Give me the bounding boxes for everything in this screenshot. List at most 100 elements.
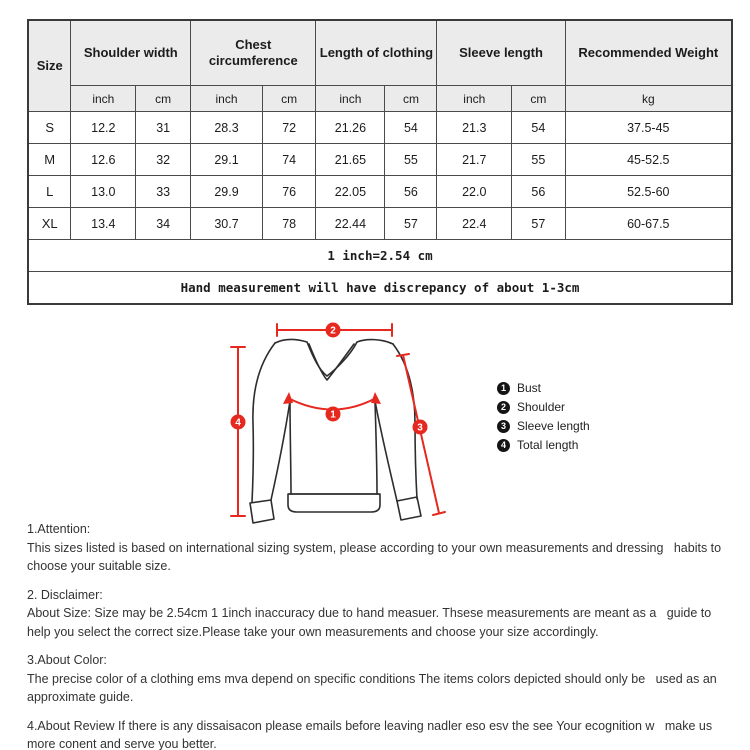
measurement-cell: 56 <box>384 175 438 208</box>
total-length-marker-circle <box>230 414 246 430</box>
measurement-cell: 21.7 <box>436 143 513 176</box>
legend-number-icon: 3 <box>497 419 510 433</box>
size-cell: L <box>27 175 72 208</box>
legend-label: Sleeve length <box>517 419 590 433</box>
measurement-cell: 57 <box>511 207 566 240</box>
sweater-diagram-svg: 2 4 3 1 <box>230 322 446 524</box>
col-header-recommended-weight: Recommended Weight <box>564 19 733 86</box>
measurement-cell: 45-52.5 <box>564 143 733 176</box>
measurement-cell: 74 <box>261 143 317 176</box>
legend-item: 3 Sleeve length <box>497 419 590 433</box>
measurement-cell: 78 <box>261 207 317 240</box>
measurement-cell: 54 <box>384 111 438 144</box>
section-heading: 1.Attention: <box>27 522 91 536</box>
legend-number-icon: 4 <box>497 438 510 452</box>
unit-cell: kg <box>564 85 733 112</box>
legend-number-icon: 2 <box>497 400 510 414</box>
total-length-marker-number: 4 <box>235 418 241 429</box>
measurement-cell: 22.44 <box>315 207 386 240</box>
legend-label: Total length <box>517 438 579 452</box>
sweater-outline <box>249 338 422 524</box>
measurement-cell: 34 <box>135 207 192 240</box>
table-note-row: 1 inch=2.54 cm <box>27 239 733 272</box>
measurement-cell: 28.3 <box>190 111 263 144</box>
measurement-cell: 32 <box>135 143 192 176</box>
measurement-diagram: 2 4 3 1 <box>0 313 750 538</box>
table-unit-row: inch cm inch cm inch cm inch cm kg <box>28 85 733 112</box>
measurement-cell: 76 <box>261 175 317 208</box>
info-section: 4.About Review If there is any dissaisac… <box>27 717 734 750</box>
bust-arrowheads <box>283 392 381 404</box>
unit-cell: inch <box>190 85 263 112</box>
unit-cell: cm <box>511 85 566 112</box>
unit-cell: inch <box>70 85 137 112</box>
size-cell: S <box>27 111 72 144</box>
bust-marker-number: 1 <box>330 410 336 421</box>
unit-cell: inch <box>315 85 386 112</box>
section-body: The precise color of a clothing ems mva … <box>27 671 721 705</box>
dimension-markers: 2 4 3 1 <box>230 322 428 435</box>
measurement-cell: 31 <box>135 111 192 144</box>
section-body: About Size: Size may be 2.54cm 1 1inch i… <box>27 606 715 639</box>
measurement-cell: 29.1 <box>190 143 263 176</box>
legend-item: 4 Total length <box>497 438 590 452</box>
size-table-row: L 13.0 33 29.9 76 22.05 56 22.0 56 52.5-60 <box>27 175 733 208</box>
legend-item: 1 Bust <box>497 381 590 395</box>
measurement-cell: 13.0 <box>70 175 137 208</box>
dimension-lines <box>230 323 446 517</box>
measurement-cell: 55 <box>511 143 566 176</box>
table-note-row: Hand measurement will have discrepancy o… <box>27 271 733 305</box>
unit-cell: cm <box>135 85 192 112</box>
measurement-cell: 21.3 <box>436 111 513 144</box>
col-header-shoulder-width: Shoulder width <box>70 19 192 86</box>
legend-item: 2 Shoulder <box>497 400 590 414</box>
unit-cell: inch <box>436 85 513 112</box>
sleeve-marker-number: 3 <box>417 423 423 434</box>
measurement-cell: 60-67.5 <box>564 207 733 240</box>
measurement-cell: 21.26 <box>315 111 386 144</box>
section-heading: 2. Disclaimer: <box>27 587 103 602</box>
measurement-cell: 12.2 <box>70 111 137 144</box>
measurement-cell: 57 <box>384 207 438 240</box>
total-length-line <box>230 346 246 517</box>
measurement-cell: 22.4 <box>436 207 513 240</box>
inch-conversion-note: 1 inch=2.54 cm <box>27 239 733 272</box>
measurement-cell: 29.9 <box>190 175 263 208</box>
shoulder-marker-number: 2 <box>330 326 336 337</box>
measurement-cell: 55 <box>384 143 438 176</box>
info-section: 1.Attention: This sizes listed is based o… <box>27 520 734 576</box>
section-body: 4.About Review If there is any dissaisac… <box>27 718 716 750</box>
info-sections: 1.Attention: This sizes listed is based o… <box>27 520 734 750</box>
measurement-cell: 56 <box>511 175 566 208</box>
measurement-discrepancy-note: Hand measurement will have discrepancy o… <box>27 271 733 305</box>
measurement-cell: 30.7 <box>190 207 263 240</box>
size-cell: XL <box>27 207 72 240</box>
measurement-cell: 33 <box>135 175 192 208</box>
measurement-cell: 72 <box>261 111 317 144</box>
size-table-row: S 12.2 31 28.3 72 21.26 54 21.3 54 37.5-45 <box>27 111 733 144</box>
measurement-cell: 22.0 <box>436 175 513 208</box>
measurement-cell: 54 <box>511 111 566 144</box>
size-table: Size Shoulder width Chest circumference … <box>27 19 733 305</box>
unit-cell: cm <box>261 85 317 112</box>
shoulder-marker-circle <box>325 322 341 338</box>
table-header-row: Size Shoulder width Chest circumference … <box>27 19 733 112</box>
unit-cell: cm <box>384 85 438 112</box>
legend-label: Bust <box>517 381 542 395</box>
measurement-cell: 52.5-60 <box>564 175 733 208</box>
col-header-chest-circumference: Chest circumference <box>190 19 317 86</box>
measurement-cell: 13.4 <box>70 207 137 240</box>
measurement-cell: 37.5-45 <box>564 111 733 144</box>
diagram-legend: 1 Bust 2 Shoulder 3 Sleeve length 4 Total lengt… <box>497 381 590 452</box>
section-body: This sizes listed is based on internatio… <box>27 540 725 574</box>
size-cell: M <box>27 143 72 176</box>
size-table-body: S 12.2 31 28.3 72 21.26 54 21.3 54 37.5-45 M 12.6 32… <box>27 111 733 240</box>
measurement-cell: 22.05 <box>315 175 386 208</box>
info-section: 2. Disclaimer: About Size: Size may be 2.… <box>27 586 734 642</box>
legend-number-icon: 1 <box>497 381 510 395</box>
measurement-cell: 21.65 <box>315 143 386 176</box>
col-header-length-of-clothing: Length of clothing <box>315 19 438 86</box>
info-section: 3.About Color: The precise color of a clo… <box>27 651 734 707</box>
col-header-size: Size <box>27 19 72 112</box>
